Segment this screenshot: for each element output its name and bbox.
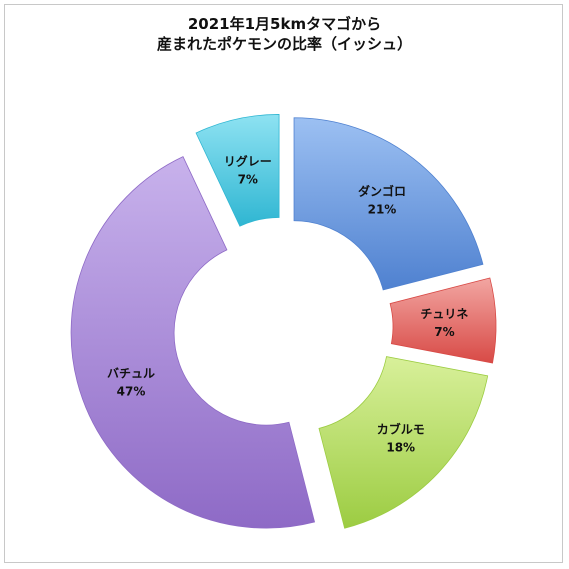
slice-4: [195, 114, 280, 227]
slice-percent-0: 21%: [368, 202, 397, 216]
slice-percent-1: 7%: [434, 325, 454, 339]
chart-title: 2021年1月5kmタマゴから 産まれたポケモンの比率（イッシュ）: [0, 14, 569, 54]
slice-label-4: リグレー: [224, 153, 272, 168]
slice-3: [70, 156, 316, 529]
slice-percent-4: 7%: [238, 172, 258, 186]
slice-label-3: バチュル: [107, 367, 155, 381]
slice-percent-2: 18%: [386, 441, 415, 455]
chart-title-line-2: 産まれたポケモンの比率（イッシュ）: [156, 35, 412, 53]
chart-title-line-1: 2021年1月5kmタマゴから: [187, 15, 382, 33]
slice-label-1: チュリネ: [420, 307, 468, 321]
slice-0: [293, 117, 484, 291]
slice-2: [318, 356, 489, 529]
slice-label-0: ダンゴロ: [358, 183, 406, 198]
slice-label-2: カブルモ: [377, 422, 425, 437]
slice-percent-3: 47%: [117, 385, 146, 399]
slice-1: [389, 277, 497, 364]
